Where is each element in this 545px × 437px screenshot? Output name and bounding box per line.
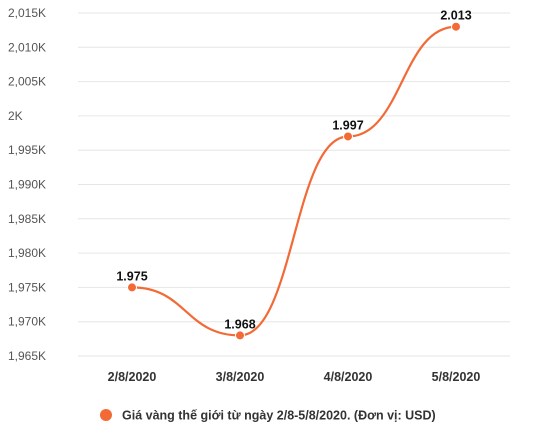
x-tick-label: 2/8/2020 [108,370,157,384]
y-axis-tick-labels: 1,965K 1,970K 1,975K 1,980K 1,985K 1,990K 1,99… [8,6,46,363]
x-tick-label: 4/8/2020 [324,370,373,384]
y-tick-label: 1,965K [8,349,46,363]
series-line [131,25,457,337]
y-tick-label: 1,975K [8,280,46,294]
data-label: 1.968 [224,317,255,331]
y-tick-label: 2,005K [8,75,46,89]
y-tick-label: 1,985K [8,212,46,226]
y-tick-label: 2,010K [8,40,46,54]
legend-label: Giá vàng thế giới từ ngày 2/8-5/8/2020. … [122,409,436,423]
x-axis-tick-labels: 2/8/2020 3/8/2020 4/8/2020 5/8/2020 [108,370,481,384]
y-tick-label: 1,995K [8,143,46,157]
y-tick-label: 1,970K [8,315,46,329]
y-tick-label: 1,980K [8,246,46,260]
data-labels: 1.975 1.968 1.997 2.013 [116,9,471,332]
x-tick-label: 3/8/2020 [216,370,265,384]
data-point[interactable] [451,21,461,32]
data-point[interactable] [235,330,245,341]
data-label: 1.997 [332,118,363,132]
y-tick-label: 1,990K [8,178,46,192]
data-point[interactable] [343,131,353,142]
data-label: 1.975 [116,269,147,283]
legend-marker-icon [100,409,112,421]
grid-lines [78,12,510,357]
x-tick-label: 5/8/2020 [432,370,481,384]
data-points [127,21,461,341]
legend[interactable]: Giá vàng thế giới từ ngày 2/8-5/8/2020. … [100,409,436,423]
data-point[interactable] [127,282,137,293]
data-label: 2.013 [440,9,471,23]
y-tick-label: 2,015K [8,6,46,20]
y-tick-label: 2K [8,109,23,123]
